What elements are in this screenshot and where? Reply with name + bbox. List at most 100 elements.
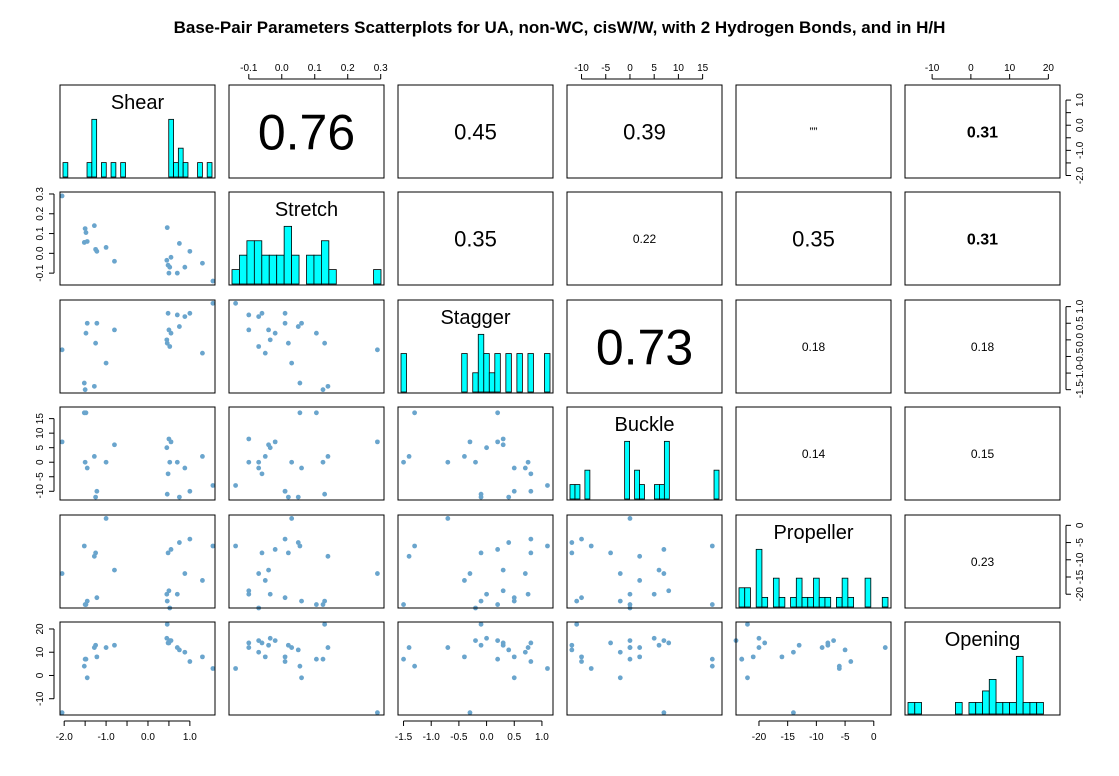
scatter-point [617, 649, 623, 655]
scatter-point [295, 540, 301, 545]
scatter-point [103, 360, 109, 366]
scatter-point [511, 488, 517, 494]
scatter-point [94, 320, 100, 326]
scatter-point [112, 327, 117, 333]
scatter-point [246, 645, 252, 650]
scatter-point [313, 656, 319, 662]
panel-frame [228, 514, 385, 609]
scatter-point [282, 659, 288, 664]
histogram-bar [120, 162, 126, 178]
scatter-point [182, 314, 188, 320]
panel-frame [566, 84, 723, 179]
scatter-point [791, 649, 796, 655]
tick-label: 0.0 [1075, 332, 1086, 346]
panel-frame [904, 299, 1061, 394]
scatter-point [297, 410, 303, 416]
histogram-bar [268, 254, 278, 285]
histogram-bar [995, 702, 1004, 715]
panel-buckle-propeller: 0.14 [735, 406, 892, 501]
scatter-point [267, 337, 273, 343]
scatter-point [93, 340, 99, 346]
panel-shear-propeller: ”” [735, 84, 892, 179]
x-axis-top-stretch: -0.1 0.0 0.1 0.2 0.3 [240, 63, 388, 80]
scatter-point [289, 459, 295, 465]
scatter-point [545, 543, 550, 549]
scatter-point [525, 645, 531, 650]
panel-stretch-opening: 0.31 [904, 191, 1061, 286]
correlation-value: 0.23 [971, 555, 995, 569]
panel-buckle-stagger [397, 406, 554, 501]
scatter-point [84, 239, 90, 244]
scatter-point [495, 638, 501, 643]
scatter-point [445, 645, 451, 650]
scatter-point [256, 465, 262, 471]
panel-frame [59, 406, 216, 501]
variable-label: Stretch [275, 199, 338, 221]
scatter-point [511, 675, 517, 681]
scatter-point [666, 588, 672, 594]
tick-label: -5 [841, 732, 850, 743]
panel-buckle-buckle: Buckle [566, 406, 723, 501]
scatter-point [210, 666, 216, 671]
scatter-point [259, 310, 265, 316]
scatter-point [176, 241, 182, 246]
histogram-bar [231, 269, 240, 285]
scatter-point [506, 494, 512, 500]
tick-label: 20 [35, 623, 46, 635]
panel-frame [904, 621, 1061, 716]
panel-stretch-stretch: Stretch [228, 191, 385, 286]
histogram-bar [62, 162, 69, 178]
histogram-bar [86, 162, 93, 178]
scatter-point [320, 656, 326, 662]
panel-frame [735, 406, 892, 501]
scatter-point [401, 459, 406, 465]
scatter-point [525, 459, 531, 465]
panel-stagger-shear [59, 299, 216, 394]
scatter-point [500, 640, 506, 646]
panel-stretch-shear [59, 191, 216, 286]
tick-label: -15 [780, 732, 795, 743]
scatter-point [406, 553, 412, 559]
tick-label: 0 [968, 63, 974, 74]
scatter-point [267, 635, 273, 641]
scatter-point [375, 571, 380, 576]
scatter-point [164, 598, 170, 604]
histogram-bar [544, 353, 551, 393]
scatter-point [445, 459, 451, 465]
scatter-point [745, 621, 750, 627]
scatter-point [842, 647, 848, 653]
tick-label: 0.3 [35, 187, 46, 201]
panel-stagger-propeller: 0.18 [735, 299, 892, 394]
variable-label: Opening [945, 629, 1021, 651]
scatter-point [322, 491, 328, 497]
panel-frame [397, 406, 554, 501]
histogram-bar [755, 548, 763, 608]
scatter-point [200, 578, 205, 583]
tick-label: -1.0 [1075, 141, 1086, 159]
tick-label: -5 [1075, 538, 1086, 547]
scatter-point [495, 439, 501, 445]
histogram-bar [173, 162, 179, 178]
panel-frame [566, 191, 723, 286]
scatter-point [882, 645, 888, 650]
scatter-point [511, 598, 517, 604]
scatter-point [246, 588, 252, 594]
scatter-point [313, 602, 319, 607]
scatter-point [627, 638, 633, 643]
scatter-point [82, 387, 88, 393]
histogram-bar [494, 353, 501, 393]
tick-label: 5 [35, 444, 46, 450]
variable-label: Stagger [440, 307, 510, 329]
histogram-bar [807, 596, 814, 608]
scatter-point [522, 571, 528, 576]
tick-label: 1.0 [535, 732, 549, 743]
scatter-point [174, 270, 180, 276]
scatter-point [164, 491, 170, 497]
scatter-point [627, 516, 633, 521]
scatter-point [282, 536, 288, 542]
scatter-point [299, 598, 304, 604]
scatter-point [528, 471, 534, 477]
chart-title: Base-Pair Parameters Scatterplots for UA… [173, 18, 946, 37]
scatter-point [848, 659, 854, 664]
panel-frame [904, 191, 1061, 286]
